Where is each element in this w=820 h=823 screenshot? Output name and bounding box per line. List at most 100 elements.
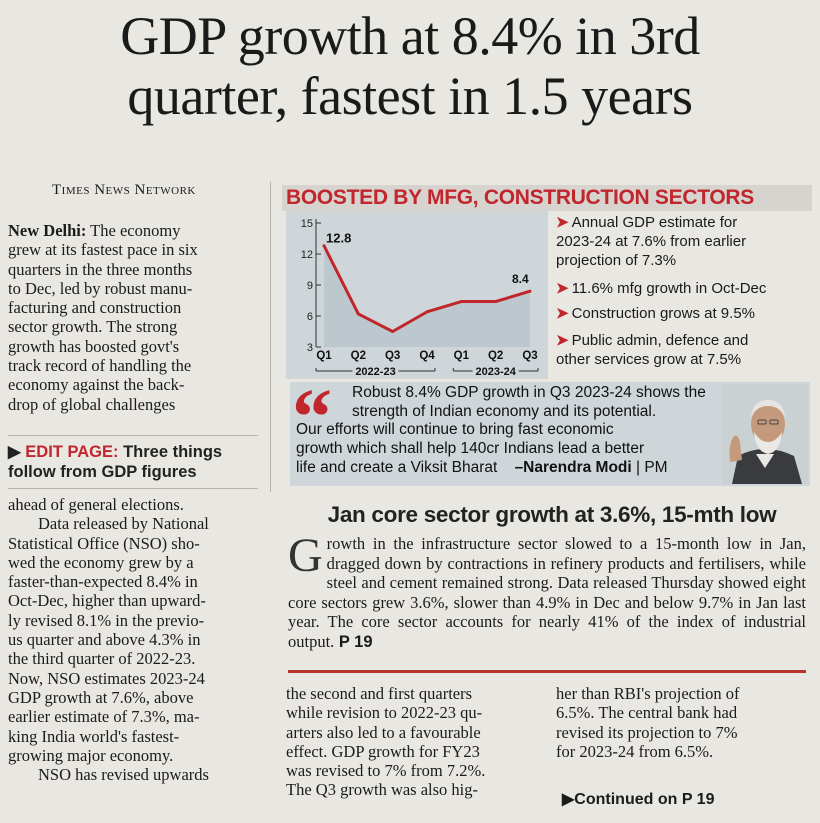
col1-line: ahead of general elections. — [8, 495, 184, 514]
pm-quote: Robust 8.4% GDP growth in Q3 2023-24 sho… — [296, 384, 736, 478]
portrait-photo — [722, 384, 808, 484]
highlight-line: Construction grows at 9.5% — [571, 305, 755, 322]
pointer-triangle-icon: ▶ — [8, 443, 21, 461]
data-point — [528, 289, 532, 293]
x-tick-label: Q4 — [419, 350, 435, 362]
quote-line: strength of Indian economy and its poten… — [352, 402, 657, 420]
highlight-item: ➤ 11.6% mfg growth in Oct-Dec — [556, 279, 766, 298]
arrow-icon: ➤ — [556, 280, 569, 297]
col1-line: wed the economy grew by a — [8, 552, 194, 572]
data-point — [322, 244, 326, 248]
data-label-first: 12.8 — [326, 231, 351, 246]
highlight-line: Annual GDP estimate for — [571, 214, 738, 231]
box-title: BOOSTED BY MFG, CONSTRUCTION SECTORS — [286, 186, 754, 209]
headline: GDP growth at 8.4% in 3rd quarter, faste… — [14, 6, 806, 126]
highlight-line: other services grow at 7.5% — [556, 351, 742, 368]
col1-line: king India world's fastest- — [8, 726, 180, 746]
col1-line: ly revised 8.1% in the previo- — [8, 610, 205, 630]
col3-line: for 2023-24 from 6.5%. — [556, 741, 714, 761]
y-tick-label: 15 — [301, 218, 313, 230]
group-label: 2022-23 — [355, 366, 395, 378]
lead-line: sector growth. The strong — [8, 317, 178, 337]
x-tick-label: Q3 — [522, 350, 537, 362]
highlight-line: projection of 7.3% — [556, 252, 677, 269]
page-reference-link[interactable]: P 19 — [334, 632, 373, 651]
quote-attribution: –Narendra Modi — [514, 458, 632, 476]
col1-line: Data released by National — [38, 514, 209, 534]
column-1-lower: ahead of general elections. Data release… — [8, 495, 258, 784]
lead-line: drop of global challenges — [8, 394, 176, 414]
highlight-line: 2023-24 at 7.6% from earlier — [556, 233, 747, 250]
col2-line: was revised to 7% from 7.2%. — [286, 761, 486, 781]
data-point — [356, 312, 360, 316]
y-tick-label: 9 — [307, 280, 313, 292]
arrow-icon: ➤ — [556, 332, 569, 349]
highlight-item: ➤ Public admin, defence and other service… — [556, 331, 748, 369]
data-label-last: 8.4 — [512, 272, 529, 286]
col1-line: GDP growth at 7.6%, above — [8, 687, 194, 707]
edit-page-line-2: follow from GDP figures — [8, 463, 197, 481]
lead-line: to Dec, led by robust manu- — [8, 278, 193, 298]
column-divider — [270, 182, 271, 492]
drop-cap: G — [288, 529, 323, 582]
x-tick-label: Q2 — [351, 350, 366, 362]
col2-line: the second and first quarters — [286, 684, 473, 703]
highlight-line: Public admin, defence and — [571, 332, 749, 349]
col2-line: arters also led to a favourable — [286, 722, 481, 742]
col1-line: earlier estimate of 7.3%, ma- — [8, 707, 200, 727]
col3-line: revised its projection to 7% — [556, 722, 738, 742]
lead-line: quarters in the three months — [8, 259, 193, 279]
y-tick-label: 12 — [301, 249, 313, 261]
data-point — [494, 300, 498, 304]
edit-page-line-1: Three things — [118, 443, 223, 461]
edit-page-label: EDIT PAGE: — [25, 443, 119, 461]
lead-line: growth has boosted govt's — [8, 336, 180, 356]
col2-line: effect. GDP growth for FY23 — [286, 741, 480, 761]
col1-line: us quarter and above 4.3% in — [8, 630, 201, 650]
gdp-chart-panel: 15 12 9 6 3 Q1 Q2 Q3 Q4 Q1 Q2 Q3 12.8 8.4 2022-23 2023-… — [286, 211, 548, 379]
quote-mark-icon: “ — [292, 374, 332, 462]
divider — [8, 435, 258, 436]
col3-line: 6.5%. The central bank had — [556, 703, 738, 723]
col1-line: Now, NSO estimates 2023-24 — [8, 668, 205, 688]
data-point — [425, 310, 429, 314]
core-sector-headline: Jan core sector growth at 3.6%, 15-mth l… — [327, 502, 777, 527]
quote-role: | PM — [631, 458, 668, 476]
lead-line: economy against the back- — [8, 375, 185, 395]
edit-page-pointer[interactable]: ▶ EDIT PAGE: Three things follow from GD… — [8, 442, 258, 482]
chart-area-fill — [324, 245, 530, 347]
col1-line: Statistical Office (NSO) sho- — [8, 533, 200, 553]
lead-line: track record of handling the — [8, 356, 192, 376]
col3-line: her than RBI's projection of — [556, 684, 740, 703]
y-tick-label: 6 — [307, 311, 313, 323]
column-3: her than RBI's projection of 6.5%. The c… — [556, 684, 808, 761]
col1-line: the third quarter of 2022-23. — [8, 649, 196, 669]
lead-line: The economy — [86, 221, 181, 240]
byline: Times News Network — [52, 182, 196, 198]
col1-line: Oct-Dec, higher than upward- — [8, 591, 206, 611]
lead-line: grew at its fastest pace in six — [8, 240, 198, 260]
core-sector-text: rowth in the infrastructure sector slowe… — [288, 534, 806, 651]
highlight-item: ➤ Annual GDP estimate for 2023-24 at 7.6%… — [556, 213, 746, 270]
arrow-icon: ➤ — [556, 305, 569, 322]
box-header: BOOSTED BY MFG, CONSTRUCTION SECTORS — [282, 185, 812, 211]
col1-line: faster-than-expected 8.4% in — [8, 572, 198, 592]
col2-line: The Q3 growth was also hig- — [286, 780, 479, 800]
group-label: 2023-24 — [475, 366, 516, 378]
lead-paragraph: New Delhi: The economy grew at its faste… — [8, 221, 258, 414]
col2-line: while revision to 2022-23 qu- — [286, 703, 483, 723]
divider — [8, 488, 258, 489]
x-tick-label: Q2 — [488, 350, 503, 362]
red-divider — [288, 670, 806, 673]
col1-line: growing major economy. — [8, 745, 174, 765]
continued-link[interactable]: ▶Continued on P 19 — [562, 791, 715, 808]
arrow-icon: ➤ — [556, 214, 569, 231]
x-tick-label: Q1 — [454, 350, 470, 362]
quote-line: growth which shall help 140cr Indians le… — [296, 440, 645, 458]
highlight-item: ➤ Construction grows at 9.5% — [556, 304, 755, 323]
data-point — [459, 300, 463, 304]
data-point — [391, 330, 395, 333]
dateline: New Delhi: — [8, 221, 87, 240]
